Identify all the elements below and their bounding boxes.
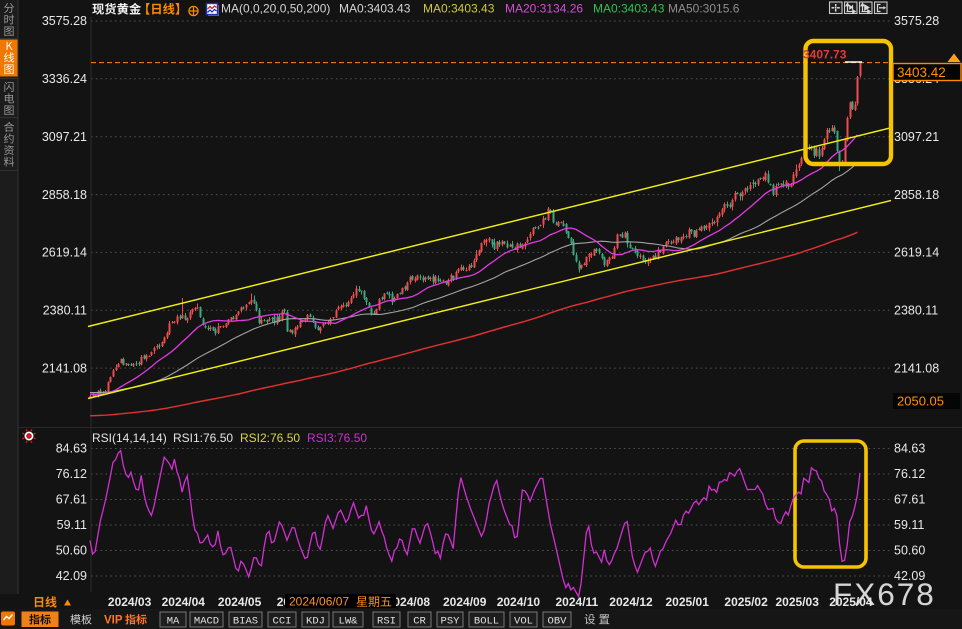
svg-text:LW&: LW& bbox=[339, 616, 359, 628]
svg-text:67.61: 67.61 bbox=[894, 493, 925, 507]
svg-text:76.12: 76.12 bbox=[894, 467, 925, 481]
svg-text:MA0:3403.43: MA0:3403.43 bbox=[339, 2, 411, 16]
svg-text:CCI: CCI bbox=[273, 616, 292, 628]
svg-text:RSI2:76.50: RSI2:76.50 bbox=[240, 431, 300, 445]
svg-text:42.09: 42.09 bbox=[56, 569, 87, 583]
svg-text:2024/06/07: 2024/06/07 bbox=[289, 595, 349, 609]
svg-text:2025/02: 2025/02 bbox=[724, 595, 768, 609]
svg-text:2024/10: 2024/10 bbox=[497, 595, 541, 609]
svg-text:67.61: 67.61 bbox=[56, 493, 87, 507]
svg-text:3336.24: 3336.24 bbox=[42, 72, 87, 86]
svg-text:VOL: VOL bbox=[514, 616, 533, 628]
svg-text:MA0:3403.43: MA0:3403.43 bbox=[593, 2, 665, 16]
svg-text:2141.08: 2141.08 bbox=[894, 361, 939, 375]
svg-text:MA0:3403.43: MA0:3403.43 bbox=[423, 2, 495, 16]
svg-text:3097.21: 3097.21 bbox=[42, 130, 87, 144]
svg-text:RSI(14,14,14): RSI(14,14,14) bbox=[92, 431, 167, 445]
svg-text:2025/03: 2025/03 bbox=[776, 595, 820, 609]
svg-text:2025/04: 2025/04 bbox=[829, 595, 873, 609]
svg-text:2024/03: 2024/03 bbox=[108, 595, 152, 609]
svg-text:PSY: PSY bbox=[441, 616, 461, 628]
svg-text:2024/12: 2024/12 bbox=[609, 595, 653, 609]
svg-text:RSI3:76.50: RSI3:76.50 bbox=[307, 431, 367, 445]
svg-text:76.12: 76.12 bbox=[56, 467, 87, 481]
svg-text:2024/04: 2024/04 bbox=[162, 595, 206, 609]
svg-text:2050.05: 2050.05 bbox=[897, 394, 944, 409]
svg-text:3097.21: 3097.21 bbox=[894, 130, 939, 144]
svg-text:MA(0,0,20,0,50,200): MA(0,0,20,0,50,200) bbox=[221, 2, 330, 16]
svg-text:3575.28: 3575.28 bbox=[42, 14, 87, 28]
svg-text:3575.28: 3575.28 bbox=[894, 14, 939, 28]
svg-text:3407.73: 3407.73 bbox=[803, 48, 847, 62]
svg-text:59.11: 59.11 bbox=[57, 518, 87, 532]
svg-text:50.60: 50.60 bbox=[56, 544, 87, 558]
svg-text:CR: CR bbox=[413, 616, 426, 628]
svg-text:2025/01: 2025/01 bbox=[666, 595, 710, 609]
svg-text:RSI: RSI bbox=[377, 616, 396, 628]
svg-text:3403.42: 3403.42 bbox=[897, 65, 946, 80]
svg-text:MA: MA bbox=[167, 616, 180, 628]
svg-text:2024/05: 2024/05 bbox=[218, 595, 262, 609]
svg-text:BOLL: BOLL bbox=[474, 616, 499, 628]
svg-text:2141.08: 2141.08 bbox=[42, 361, 87, 375]
svg-text:BIAS: BIAS bbox=[233, 616, 258, 628]
svg-text:2024/09: 2024/09 bbox=[443, 595, 487, 609]
svg-text:2380.11: 2380.11 bbox=[894, 304, 938, 318]
svg-text:84.63: 84.63 bbox=[56, 442, 87, 456]
svg-text:2858.18: 2858.18 bbox=[894, 188, 939, 202]
svg-text:MA20:3134.26: MA20:3134.26 bbox=[505, 2, 583, 16]
svg-text:2619.14: 2619.14 bbox=[42, 246, 87, 260]
svg-text:FX678: FX678 bbox=[833, 576, 936, 612]
svg-text:42.09: 42.09 bbox=[894, 569, 925, 583]
svg-text:2619.14: 2619.14 bbox=[894, 246, 939, 260]
svg-text:2024/11: 2024/11 bbox=[556, 595, 599, 609]
svg-text:VIP: VIP bbox=[104, 615, 123, 627]
svg-text:59.11: 59.11 bbox=[894, 518, 924, 532]
svg-text:KDJ: KDJ bbox=[306, 616, 325, 628]
svg-text:2024/08: 2024/08 bbox=[387, 595, 431, 609]
svg-text:2380.11: 2380.11 bbox=[43, 304, 87, 318]
svg-text:84.63: 84.63 bbox=[894, 442, 925, 456]
svg-text:MA50:3015.6: MA50:3015.6 bbox=[668, 2, 740, 16]
svg-text:OBV: OBV bbox=[548, 616, 568, 628]
svg-text:MACD: MACD bbox=[194, 616, 219, 628]
svg-text:RSI1:76.50: RSI1:76.50 bbox=[173, 431, 233, 445]
svg-text:50.60: 50.60 bbox=[894, 544, 925, 558]
svg-text:2858.18: 2858.18 bbox=[42, 188, 87, 202]
